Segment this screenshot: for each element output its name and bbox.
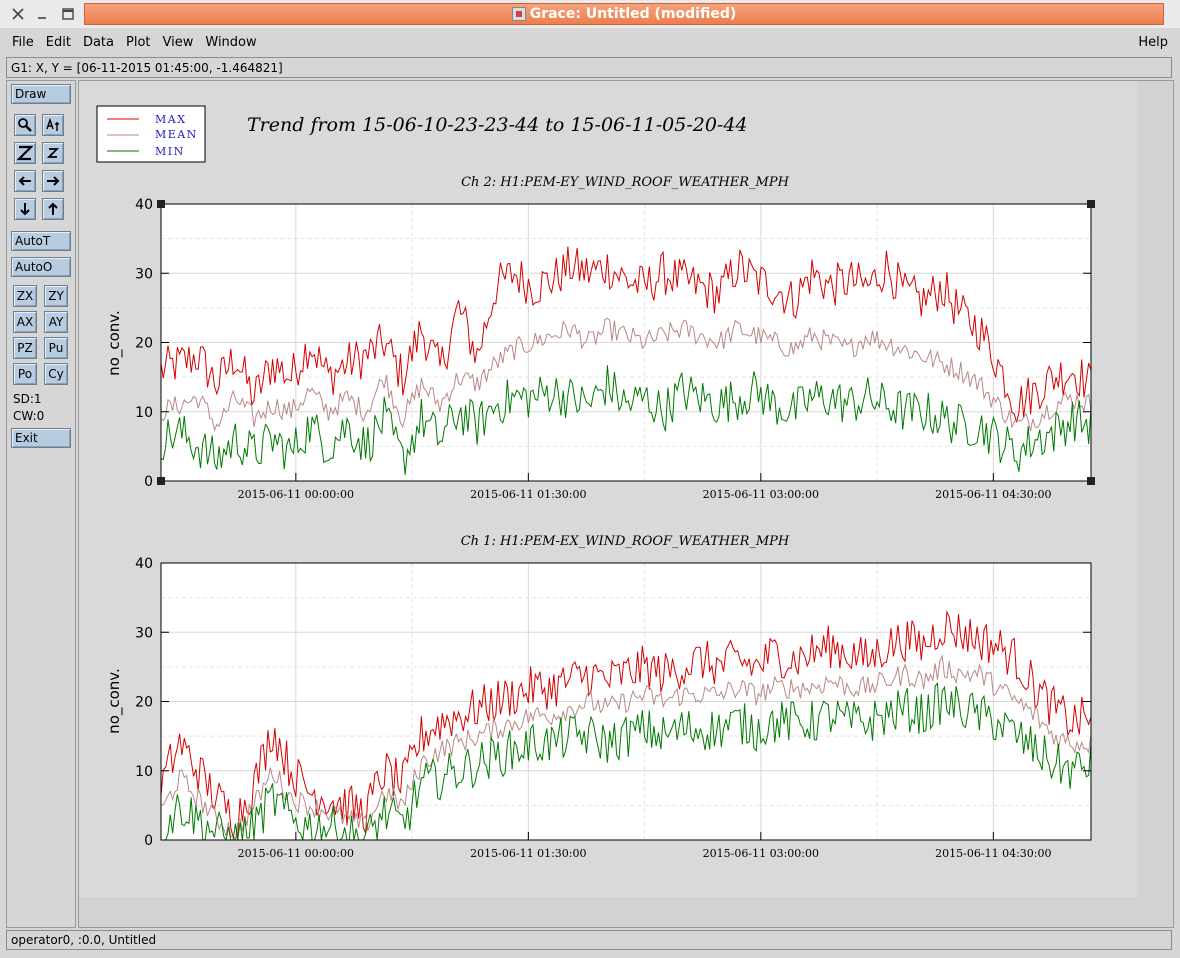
legend[interactable]: MAX MEAN MIN [96, 105, 206, 163]
zoom-small-z-button[interactable] [42, 142, 64, 164]
plot-ch1-ylabel: no_conv. [105, 668, 124, 734]
page-title: Trend from 15-06-10-23-23-44 to 15-06-11… [247, 114, 748, 136]
current-world-label: CW:0 [13, 409, 45, 423]
zoom-z-button[interactable] [14, 142, 36, 164]
window-title: Grace: Untitled (modified) [529, 6, 737, 22]
menu-window[interactable]: Window [205, 34, 257, 50]
plot-ch2[interactable]: Ch 2: H1:PEM-EY_WIND_ROOF_WEATHER_MPH no… [105, 175, 1095, 501]
z-icon [17, 145, 33, 161]
graph-canvas[interactable]: MAX MEAN MIN Trend from 15-06-10-23-23-4… [79, 81, 1173, 927]
y-tick-label: 40 [135, 556, 153, 572]
series-mean [160, 654, 1092, 842]
y-tick-label: 0 [144, 833, 153, 849]
scroll-right-button[interactable] [42, 170, 64, 192]
menu-data[interactable]: Data [82, 34, 114, 50]
arrow-up-icon [48, 202, 58, 215]
legend-mean-label: MEAN [155, 128, 198, 141]
title-bar: Grace: Untitled (modified) [0, 0, 1180, 28]
selection-handle [157, 477, 165, 485]
menu-bar: File Edit Data Plot View Window Help [6, 28, 1174, 56]
x-tick-label: 2015-06-11 01:30:00 [470, 847, 586, 860]
y-tick-label: 10 [135, 405, 153, 421]
plot-ch1-title: Ch 1: H1:PEM-EX_WIND_ROOF_WEATHER_MPH [461, 534, 790, 549]
x-tick-label: 2015-06-11 03:00:00 [703, 488, 819, 501]
plot-ch2-ylabel: no_conv. [105, 310, 124, 376]
ay-button[interactable]: AY [44, 311, 68, 333]
menu-view[interactable]: View [162, 34, 194, 50]
plot-ch2-title: Ch 2: H1:PEM-EY_WIND_ROOF_WEATHER_MPH [461, 175, 790, 190]
exit-button[interactable]: Exit [11, 428, 71, 448]
pz-button[interactable]: PZ [13, 337, 37, 359]
menu-help[interactable]: Help [1138, 34, 1168, 50]
y-tick-label: 0 [144, 474, 153, 490]
legend-min-label: MIN [155, 145, 185, 158]
locator-readout: G1: X, Y = [06-11-2015 01:45:00, -1.4648… [6, 57, 1172, 78]
arrow-down-icon [20, 203, 30, 216]
y-tick-label: 20 [135, 695, 153, 711]
menu-file[interactable]: File [12, 34, 34, 50]
series-max [160, 246, 1092, 423]
status-bar: operator0, :0.0, Untitled [6, 930, 1172, 950]
pu-button[interactable]: Pu [44, 337, 68, 359]
legend-max-label: MAX [155, 113, 187, 126]
cy-button[interactable]: Cy [44, 363, 68, 385]
text-tool-icon [46, 117, 59, 131]
window-title-bar[interactable]: Grace: Untitled (modified) [84, 3, 1164, 25]
series-min [161, 682, 1092, 842]
x-tick-label: 2015-06-11 00:00:00 [238, 488, 354, 501]
x-tick-label: 2015-06-11 04:30:00 [935, 847, 1051, 860]
y-tick-label: 30 [135, 266, 153, 282]
set-display-label: SD:1 [13, 392, 42, 406]
y-tick-label: 20 [135, 336, 153, 352]
small-z-icon [47, 148, 59, 158]
y-tick-label: 40 [135, 197, 153, 213]
magnifier-icon [18, 118, 32, 132]
x-tick-label: 2015-06-11 01:30:00 [470, 488, 586, 501]
plot-ch1[interactable]: Ch 1: H1:PEM-EX_WIND_ROOF_WEATHER_MPH no… [105, 534, 1092, 860]
y-tick-label: 10 [135, 764, 153, 780]
selection-handle [157, 200, 165, 208]
selection-handle [1087, 477, 1095, 485]
scroll-down-button[interactable] [14, 198, 36, 220]
autot-button[interactable]: AutoT [11, 231, 71, 251]
autoo-button[interactable]: AutoO [11, 257, 71, 277]
close-icon[interactable] [8, 4, 28, 24]
tool-panel: Draw AutoT AutoO ZX ZY AX AY PZ Pu Po Cy… [6, 80, 76, 928]
zoom-magnifier-button[interactable] [14, 114, 36, 136]
maximize-icon[interactable] [58, 4, 78, 24]
zx-button[interactable]: ZX [13, 285, 37, 307]
series-min [160, 365, 1092, 475]
po-button[interactable]: Po [13, 363, 37, 385]
x-tick-label: 2015-06-11 04:30:00 [935, 488, 1051, 501]
series-mean [160, 317, 1092, 432]
text-tool-button[interactable] [42, 114, 64, 136]
minimize-icon[interactable] [32, 4, 52, 24]
draw-button[interactable]: Draw [11, 84, 71, 104]
canvas-area[interactable]: MAX MEAN MIN Trend from 15-06-10-23-23-4… [78, 80, 1174, 928]
zy-button[interactable]: ZY [44, 285, 68, 307]
menu-edit[interactable]: Edit [45, 34, 71, 50]
arrow-left-icon [18, 176, 31, 186]
y-tick-label: 30 [135, 625, 153, 641]
scroll-left-button[interactable] [14, 170, 36, 192]
grace-app-icon [511, 7, 526, 21]
x-tick-label: 2015-06-11 03:00:00 [703, 847, 819, 860]
selection-handle [1087, 200, 1095, 208]
scroll-up-button[interactable] [42, 198, 64, 220]
arrow-right-icon [47, 176, 60, 186]
menu-plot[interactable]: Plot [126, 34, 151, 50]
x-tick-label: 2015-06-11 00:00:00 [238, 847, 354, 860]
ax-button[interactable]: AX [13, 311, 37, 333]
